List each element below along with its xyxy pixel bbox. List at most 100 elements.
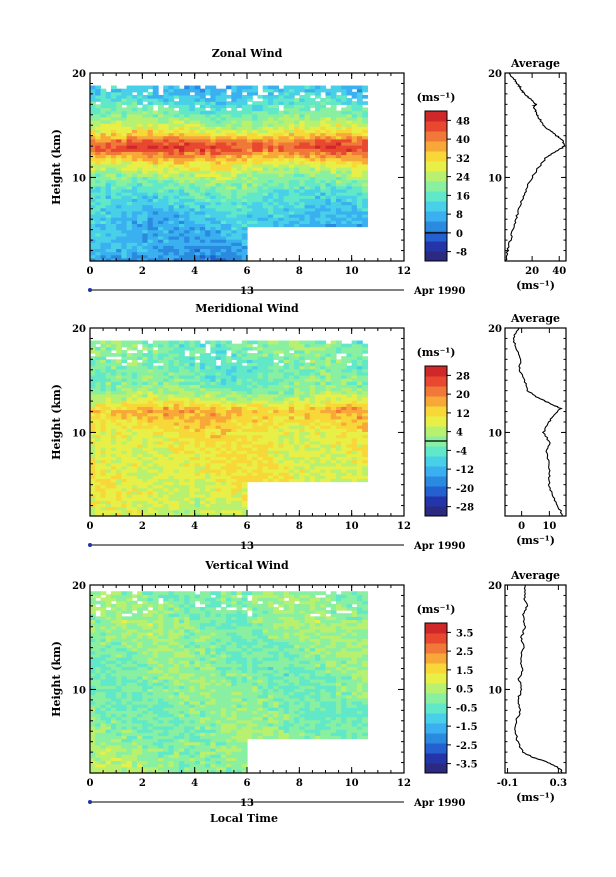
colorbar-unit: (ms⁻¹)	[417, 91, 456, 104]
heatmap-cell	[205, 98, 211, 102]
heatmap-cell	[137, 107, 143, 111]
heatmap-cell	[284, 86, 290, 90]
heatmap-cell	[132, 341, 138, 345]
colorbar-swatch	[425, 111, 447, 122]
heatmap-cell	[153, 350, 159, 354]
heatmap-cell	[247, 86, 253, 90]
heatmap-cell	[127, 341, 133, 345]
x-tick-label: 0	[87, 266, 94, 277]
heatmap-cell	[336, 86, 342, 90]
heatmap-cell	[210, 341, 216, 345]
heatmap-cell	[341, 86, 347, 90]
heatmap-cell	[226, 356, 232, 360]
heatmap-cell	[331, 86, 337, 90]
heatmap-cell	[284, 341, 290, 345]
date-label: Apr 1990	[413, 286, 465, 297]
heatmap-cell	[184, 356, 190, 360]
panel-title: Zonal Wind	[212, 47, 283, 60]
heatmap-cell	[142, 95, 148, 99]
heatmap-cell	[278, 111, 284, 115]
heatmap-cell	[242, 341, 248, 345]
heatmap-cell	[205, 111, 211, 115]
heatmap-cell	[299, 95, 305, 99]
heatmap-cell	[189, 86, 195, 90]
heatmap-cell	[137, 350, 143, 354]
heatmap-cell	[142, 353, 148, 357]
heatmap-cell	[148, 92, 154, 96]
colorbar-tick-label: 40	[456, 135, 470, 146]
colorbar-swatch	[425, 121, 447, 132]
colorbar-tick-label: -8	[456, 248, 467, 259]
heatmap-cell	[289, 86, 295, 90]
heatmap-cell	[174, 101, 180, 105]
heatmap-cell	[326, 107, 332, 111]
heatmap-cell	[263, 95, 269, 99]
colorbar-swatch	[425, 131, 447, 142]
heatmap-cell	[127, 353, 133, 357]
heatmap-cell	[341, 107, 347, 111]
heatmap-cell	[142, 86, 148, 90]
x-tick-label: 12	[397, 266, 411, 277]
heatmap-cell	[242, 86, 248, 90]
heatmap-cell	[142, 341, 148, 345]
heatmap-cell	[100, 89, 106, 93]
y-tick-label: 10	[72, 173, 86, 184]
heatmap-cell	[121, 366, 127, 370]
x-tick-label: 4	[191, 266, 198, 277]
heatmap-cell	[310, 111, 316, 115]
heatmap-cell	[263, 341, 269, 345]
heatmap-cell	[242, 366, 248, 370]
heatmap-cell	[106, 92, 112, 96]
heatmap-cell	[174, 341, 180, 345]
heatmap-cell	[252, 86, 258, 90]
heatmap-cell	[252, 101, 258, 105]
heatmap-cell	[226, 86, 232, 90]
heatmap-cell	[158, 341, 164, 345]
heatmap-cell	[231, 362, 237, 366]
heatmap-cell	[148, 344, 154, 348]
heatmap-cell	[205, 341, 211, 345]
heatmap-cells	[90, 341, 368, 517]
colorbar-swatch	[425, 191, 447, 202]
heatmap-cell	[237, 86, 243, 90]
heatmap-cell	[121, 107, 127, 111]
heatmap-cell	[148, 86, 154, 90]
heatmap-cell	[216, 366, 222, 370]
heatmap-cell	[163, 107, 169, 111]
heatmap-cell	[153, 366, 159, 370]
heatmap-cell	[268, 341, 274, 345]
heatmap-cell	[252, 347, 258, 351]
heatmap-cell	[184, 341, 190, 345]
colorbar-swatch	[425, 251, 447, 262]
heatmap-cell	[153, 86, 159, 90]
heatmap-cell	[205, 86, 211, 90]
x-tick-label: 2	[139, 266, 146, 277]
heatmap-cell	[294, 98, 300, 102]
heatmap-cell	[352, 86, 358, 90]
heatmap-cell	[137, 362, 143, 366]
heatmap-cell	[242, 95, 248, 99]
panel-title: Meridional Wind	[195, 302, 299, 315]
heatmap-cell	[111, 353, 117, 357]
heatmap-cell	[179, 341, 185, 345]
colorbar-tick-label: 32	[456, 154, 470, 165]
heatmap-cell	[278, 366, 284, 370]
heatmap-cell	[226, 101, 232, 105]
colorbar-swatch	[425, 201, 447, 212]
heatmap-cell	[326, 89, 332, 93]
heatmap-cell	[237, 111, 243, 115]
heatmap-cell	[278, 356, 284, 360]
heatmap-cell	[142, 104, 148, 108]
heatmap-cell	[346, 86, 352, 90]
heatmap-cell	[111, 341, 117, 345]
heatmap-cell	[169, 86, 175, 90]
heatmap-cell	[127, 362, 133, 366]
heatmap-cell	[278, 89, 284, 93]
average-frame	[505, 73, 566, 261]
heatmap-cell	[200, 344, 206, 348]
heatmap-cell	[294, 341, 300, 345]
heatmap-cell	[163, 86, 169, 90]
heatmap-cell	[195, 356, 201, 360]
heatmap-cell	[195, 107, 201, 111]
